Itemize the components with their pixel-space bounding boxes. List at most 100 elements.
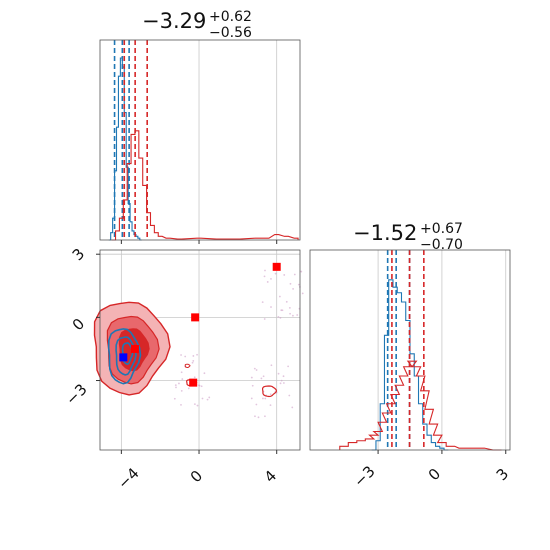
- scatter-point: [293, 273, 296, 276]
- scatter-point: [262, 397, 264, 400]
- red-square-marker: [272, 262, 281, 271]
- scatter-point: [180, 371, 183, 374]
- scatter-point: [178, 382, 180, 385]
- scatter-point: [264, 415, 266, 418]
- scatter-point: [253, 367, 256, 370]
- br-xtick-label: −3: [350, 462, 378, 490]
- title-plus-1: +0.62: [209, 9, 252, 25]
- scatter-point: [277, 315, 280, 318]
- scatter-point: [193, 403, 196, 406]
- scatter-point: [277, 372, 280, 375]
- scatter-point: [264, 397, 267, 400]
- scatter-point: [301, 292, 304, 295]
- blue-contour-middle: [115, 336, 137, 376]
- scatter-point: [292, 288, 294, 290]
- histogram-series-line: [108, 57, 142, 241]
- scatter-point: [297, 283, 300, 286]
- panel-border: [309, 249, 511, 451]
- scatter-point: [255, 369, 258, 371]
- scatter-point: [270, 364, 273, 367]
- scatter-point: [278, 295, 281, 298]
- scatter-point: [201, 397, 204, 400]
- scatter-point: [175, 386, 177, 389]
- scatter-point: [287, 365, 290, 368]
- scatter-point: [196, 404, 199, 407]
- bl-xtick-label: 0: [187, 467, 206, 486]
- red-square-marker: [189, 378, 198, 387]
- bl-ytick-label: 3: [69, 245, 88, 264]
- scatter-point: [274, 272, 277, 275]
- title-median-1: −3.29: [142, 9, 206, 33]
- scatter-point: [196, 353, 198, 356]
- scatter-point: [257, 416, 260, 419]
- title-minus-1: −0.56: [209, 25, 252, 41]
- title-median-2: −1.52: [353, 221, 417, 245]
- scatter-point: [198, 384, 201, 387]
- scatter-point: [184, 355, 187, 358]
- scatter-point: [282, 375, 285, 378]
- scatter-point: [263, 318, 266, 320]
- title-plus-2: +0.67: [420, 221, 463, 237]
- scatter-point: [203, 372, 206, 375]
- title-top-left: −3.29 +0.62 −0.56: [142, 9, 252, 41]
- red-square-marker: [191, 313, 200, 322]
- scatter-point: [270, 306, 272, 308]
- scatter-point: [288, 306, 291, 309]
- bl-xtick-label: 4: [261, 467, 280, 486]
- scatter-point: [250, 397, 253, 400]
- scatter-point: [192, 355, 195, 357]
- scatter-point: [261, 301, 264, 304]
- scatter-point: [254, 415, 256, 418]
- scatter-point: [200, 385, 203, 388]
- scatter-point: [263, 275, 266, 278]
- blue-contour-inner: [121, 342, 134, 365]
- scatter-point: [279, 316, 282, 319]
- histogram-series-line: [339, 360, 502, 451]
- scatter-point: [180, 354, 182, 356]
- red-square-marker: [130, 344, 139, 353]
- scatter-point: [255, 403, 258, 406]
- scatter-point: [266, 281, 269, 283]
- scatter-point: [250, 376, 253, 379]
- scatter-point: [208, 396, 211, 399]
- bl-xtick-label: −4: [114, 464, 142, 492]
- scatter-point: [180, 389, 183, 392]
- scatter-point: [289, 312, 291, 315]
- scatter-point: [280, 379, 283, 382]
- scatter-point: [269, 393, 272, 396]
- scatter-point: [251, 384, 254, 387]
- scatter-point: [288, 394, 291, 397]
- scatter-point: [269, 404, 272, 407]
- histogram-series-line: [111, 130, 299, 241]
- scatter-point: [180, 403, 182, 406]
- scatter-point: [282, 382, 285, 384]
- scatter-point: [260, 377, 263, 380]
- blue-contour-outer: [107, 328, 142, 385]
- scatter-point: [283, 274, 286, 276]
- scatter-point: [300, 270, 303, 273]
- scatter-point: [280, 309, 283, 312]
- scatter-point: [296, 314, 299, 316]
- scatter-point: [192, 360, 195, 362]
- scatter-point: [193, 376, 196, 379]
- scatter-point: [173, 397, 176, 400]
- title-minus-2: −0.70: [420, 237, 463, 253]
- contour-panel-bottom-left: [93, 249, 304, 454]
- red-contour-outlier: [184, 363, 191, 368]
- title-bottom-right: −1.52 +0.67 −0.70: [353, 221, 463, 253]
- bl-ytick-label: −3: [62, 380, 90, 408]
- scatter-point: [285, 300, 288, 303]
- scatter-point: [292, 314, 294, 317]
- scatter-point: [181, 378, 184, 380]
- scatter-point: [187, 387, 190, 390]
- scatter-point: [174, 384, 177, 387]
- histogram-panel-top-left: [99, 39, 301, 244]
- scatter-point: [289, 282, 292, 285]
- bl-ytick-label: 0: [69, 315, 88, 334]
- scatter-point: [270, 278, 272, 280]
- scatter-point: [291, 406, 294, 409]
- scatter-point: [191, 361, 194, 364]
- blue-square-marker: [119, 353, 128, 362]
- scatter-point: [262, 375, 265, 378]
